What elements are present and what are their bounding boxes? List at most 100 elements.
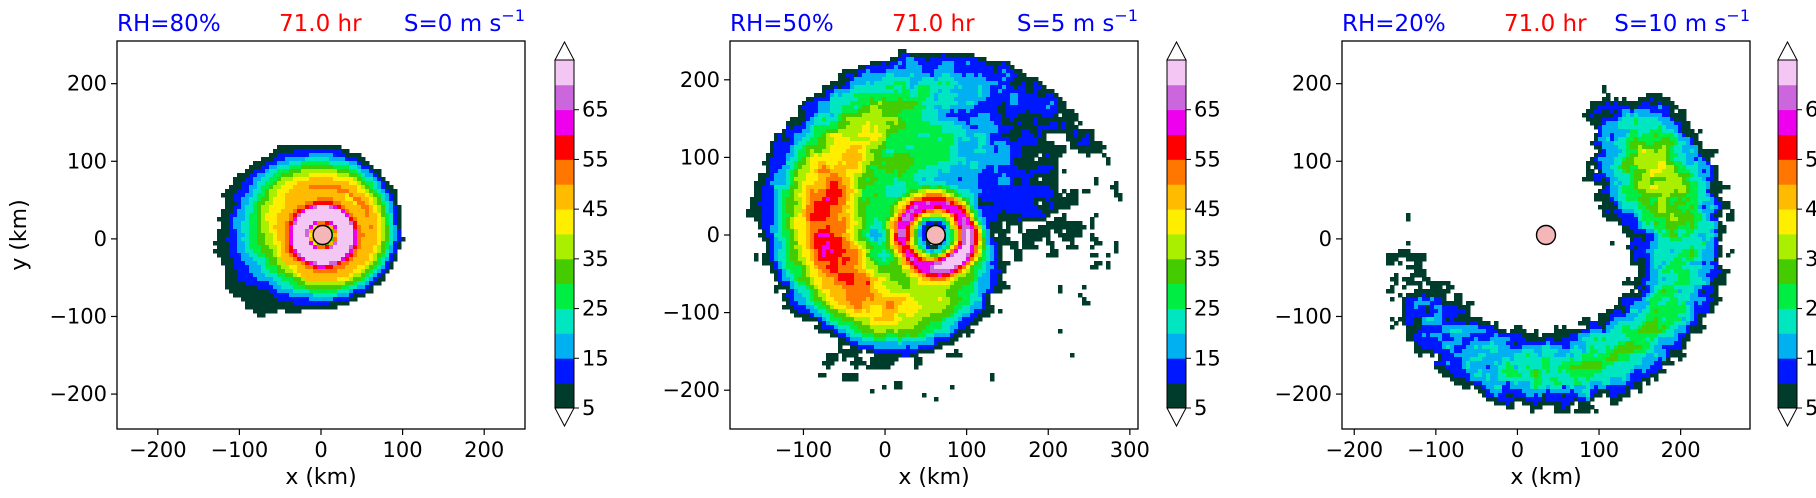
contour-cell	[357, 225, 362, 230]
contour-cell	[942, 73, 947, 78]
contour-cell	[257, 169, 262, 174]
contour-cell	[337, 213, 342, 218]
contour-cell	[1006, 101, 1011, 106]
contour-cell	[313, 297, 318, 302]
contour-cell	[866, 181, 871, 186]
contour-cell	[241, 245, 246, 250]
contour-cell	[369, 221, 374, 226]
contour-cell	[265, 297, 270, 302]
contour-cell	[910, 89, 915, 94]
contour-cell	[349, 189, 354, 194]
contour-cell	[818, 121, 823, 126]
contour-cell	[898, 93, 903, 98]
contour-cell	[806, 137, 811, 142]
contour-cell	[381, 225, 386, 230]
contour-cell	[1050, 149, 1055, 154]
contour-cell	[866, 113, 871, 118]
contour-cell	[974, 81, 979, 86]
contour-cell	[842, 109, 847, 114]
contour-cell	[898, 205, 903, 210]
contour-cell	[317, 165, 322, 170]
contour-cell	[910, 221, 915, 226]
contour-cell	[1066, 117, 1071, 122]
contour-cell	[918, 173, 923, 178]
contour-cell	[297, 161, 302, 166]
contour-cell	[798, 149, 803, 154]
contour-cell	[269, 185, 274, 190]
contour-cell	[926, 213, 931, 218]
contour-cell	[890, 125, 895, 130]
contour-cell	[914, 213, 919, 218]
contour-cell	[894, 65, 899, 70]
contour-cell	[369, 285, 374, 290]
contour-cell	[906, 137, 911, 142]
contour-cell	[994, 209, 999, 214]
contour-cell	[986, 217, 991, 222]
contour-cell	[1006, 201, 1011, 206]
contour-cell	[297, 145, 302, 150]
contour-cell	[770, 201, 775, 206]
contour-cell	[954, 145, 959, 150]
contour-cell	[874, 117, 879, 122]
contour-cell	[365, 289, 370, 294]
contour-cell	[786, 237, 791, 242]
contour-cell	[982, 137, 987, 142]
contour-cell	[986, 181, 991, 186]
contour-cell	[245, 245, 250, 250]
contour-cell	[277, 225, 282, 230]
contour-cell	[782, 129, 787, 134]
contour-cell	[842, 249, 847, 254]
contour-cell	[233, 181, 238, 186]
contour-cell	[261, 201, 266, 206]
contour-cell	[918, 89, 923, 94]
contour-cell	[337, 157, 342, 162]
contour-cell	[333, 225, 338, 230]
contour-cell	[810, 97, 815, 102]
contour-cell	[782, 161, 787, 166]
contour-cell	[253, 241, 258, 246]
contour-cell	[377, 197, 382, 202]
contour-cell	[910, 145, 915, 150]
contour-cell	[858, 233, 863, 238]
contour-cell	[822, 229, 827, 234]
contour-cell	[966, 197, 971, 202]
contour-cell	[922, 101, 927, 106]
contour-cell	[982, 205, 987, 210]
contour-cell	[269, 177, 274, 182]
contour-cell	[1046, 197, 1051, 202]
contour-cell	[822, 177, 827, 182]
contour-cell	[982, 161, 987, 166]
contour-cell	[365, 181, 370, 186]
contour-cell	[970, 241, 975, 246]
contour-cell	[782, 205, 787, 210]
contour-cell	[253, 201, 258, 206]
contour-cell	[277, 297, 282, 302]
contour-cell	[357, 237, 362, 242]
contour-cell	[842, 181, 847, 186]
contour-cell	[954, 193, 959, 198]
contour-cell	[1026, 237, 1031, 242]
contour-cell	[389, 241, 394, 246]
contour-cell	[381, 189, 386, 194]
contour-cell	[1114, 241, 1119, 246]
contour-cell	[994, 205, 999, 210]
contour-cell	[846, 205, 851, 210]
contour-cell	[345, 293, 350, 298]
contour-cell	[229, 261, 234, 266]
contour-cell	[257, 289, 262, 294]
contour-cell	[846, 133, 851, 138]
contour-cell	[798, 229, 803, 234]
contour-cell	[281, 233, 286, 238]
contour-cell	[770, 177, 775, 182]
contour-cell	[353, 165, 358, 170]
contour-cell	[926, 101, 931, 106]
contour-cell	[958, 137, 963, 142]
contour-cell	[874, 221, 879, 226]
contour-cell	[289, 249, 294, 254]
contour-cell	[894, 125, 899, 130]
contour-cell	[1030, 241, 1035, 246]
contour-cell	[349, 157, 354, 162]
contour-cell	[886, 237, 891, 242]
contour-cell	[293, 217, 298, 222]
contour-cell	[1062, 221, 1067, 226]
